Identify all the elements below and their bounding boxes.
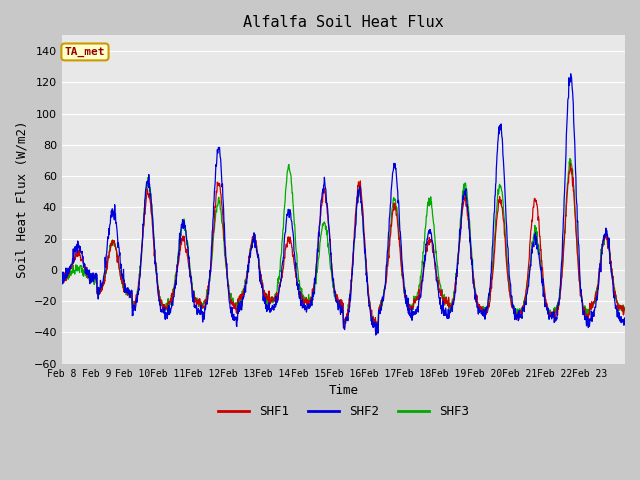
Y-axis label: Soil Heat Flux (W/m2): Soil Heat Flux (W/m2) bbox=[15, 121, 28, 278]
Title: Alfalfa Soil Heat Flux: Alfalfa Soil Heat Flux bbox=[243, 15, 444, 30]
X-axis label: Time: Time bbox=[328, 384, 358, 397]
Text: TA_met: TA_met bbox=[65, 47, 105, 57]
Legend: SHF1, SHF2, SHF3: SHF1, SHF2, SHF3 bbox=[213, 400, 474, 423]
